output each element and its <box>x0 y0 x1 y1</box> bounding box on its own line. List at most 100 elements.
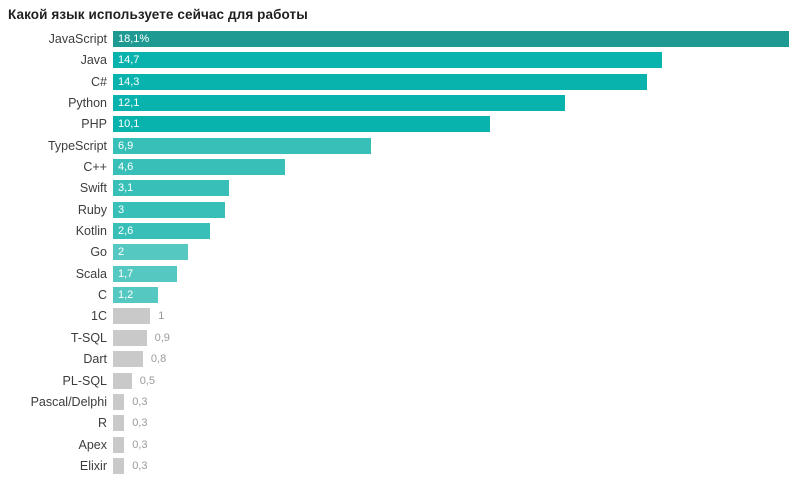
chart-rows: JavaScript 18,1% Java 14,7 C# 14,3 Pytho… <box>0 31 800 474</box>
category-label: R <box>97 416 107 431</box>
bar-track: 14,7 <box>113 52 800 69</box>
chart-row: C 1,2 <box>0 287 800 304</box>
chart-row: C++ 4,6 <box>0 159 800 176</box>
category-label: C <box>97 288 107 303</box>
category-label: Go <box>90 245 107 260</box>
bar: 18,1% <box>113 31 789 47</box>
chart-row: Python 12,1 <box>0 95 800 112</box>
chart-row: Ruby 3 <box>0 201 800 218</box>
bar-value-outside: 1 <box>158 310 165 323</box>
category-label: Scala <box>75 266 107 281</box>
bar: 6,9 <box>113 137 371 154</box>
chart-row: R 0,3 <box>0 415 800 432</box>
bar-value-outside: 0,8 <box>150 353 167 366</box>
category-label: Kotlin <box>75 224 107 239</box>
bar-value: 18,1% <box>118 33 150 45</box>
bar-value-outside: 0,5 <box>139 374 155 387</box>
bar <box>113 436 125 453</box>
bar <box>113 457 125 474</box>
chart-row: JavaScript 18,1% <box>0 31 800 47</box>
bar <box>113 415 125 432</box>
chart-row: Swift 3,1 <box>0 180 800 197</box>
chart-row: Pascal/Delphi 0,3 <box>0 393 800 410</box>
category-label: PHP <box>81 117 107 132</box>
bar-track: 0,5 <box>113 372 800 389</box>
chart-row: Dart 0,8 <box>0 351 800 368</box>
chart-row: T-SQL 0,9 <box>0 329 800 346</box>
chart-row: C# 14,3 <box>0 73 800 90</box>
bar-track: 0,3 <box>113 457 800 474</box>
bar-track: 1 <box>113 308 800 325</box>
category-label: Elixir <box>79 458 107 473</box>
bar: 1,7 <box>113 265 177 282</box>
bar-track: 1,7 <box>113 265 800 282</box>
bar-value: 14,7 <box>118 54 140 67</box>
bar-track: 0,8 <box>113 351 800 368</box>
bar-track: 3,1 <box>113 180 800 197</box>
category-label: Apex <box>78 437 108 452</box>
bar-value-outside: 0,3 <box>132 459 148 472</box>
bar: 2,6 <box>113 223 211 240</box>
category-label: 1C <box>91 309 107 324</box>
bar-track: 2 <box>113 244 800 261</box>
chart-row: Apex 0,3 <box>0 436 800 453</box>
bar: 2 <box>113 244 188 261</box>
bar-value: 3,1 <box>118 182 134 195</box>
bar-value: 12,1 <box>118 97 140 110</box>
bar-value: 10,1 <box>118 118 140 131</box>
chart-row: PHP 10,1 <box>0 116 800 133</box>
category-label: C# <box>91 74 107 89</box>
category-label: Java <box>80 53 107 68</box>
bar <box>113 308 151 325</box>
bar-value: 1,7 <box>118 267 134 280</box>
bar: 3,1 <box>113 180 229 197</box>
bar <box>113 351 143 368</box>
chart-row: PL-SQL 0,5 <box>0 372 800 389</box>
bar: 10,1 <box>113 116 491 133</box>
bar-track: 1,2 <box>113 287 800 304</box>
category-label: TypeScript <box>47 138 107 153</box>
bar-track: 10,1 <box>113 116 800 133</box>
bar: 14,3 <box>113 73 648 90</box>
chart-row: Go 2 <box>0 244 800 261</box>
bar-track: 18,1% <box>113 31 800 47</box>
bar-track: 0,3 <box>113 393 800 410</box>
bar <box>113 372 132 389</box>
bar: 4,6 <box>113 159 285 176</box>
bar <box>113 393 125 410</box>
bar: 3 <box>113 201 225 218</box>
category-label: Pascal/Delphi <box>30 394 107 409</box>
bar-value-outside: 0,3 <box>132 395 148 408</box>
category-label: Swift <box>79 181 107 196</box>
chart-row: Scala 1,7 <box>0 265 800 282</box>
bar-track: 3 <box>113 201 800 218</box>
bar <box>113 329 147 346</box>
bar-value: 14,3 <box>118 75 140 88</box>
bar-track: 0,3 <box>113 436 800 453</box>
bar-value: 4,6 <box>118 161 134 174</box>
bar-track: 0,9 <box>113 329 800 346</box>
bar-value-outside: 0,3 <box>132 417 148 430</box>
bar: 12,1 <box>113 95 565 112</box>
bar-track: 0,3 <box>113 415 800 432</box>
bar-value: 1,2 <box>118 289 134 302</box>
chart-row: TypeScript 6,9 <box>0 137 800 154</box>
category-label: Ruby <box>77 202 107 217</box>
bar-track: 6,9 <box>113 137 800 154</box>
chart-title: Какой язык используете сейчас для работы <box>8 7 308 22</box>
bar-value: 2,6 <box>118 225 134 238</box>
chart-row: Java 14,7 <box>0 52 800 69</box>
bar-value-outside: 0,3 <box>132 438 148 451</box>
chart-row: Elixir 0,3 <box>0 457 800 474</box>
category-label: C++ <box>83 160 107 175</box>
bar: 1,2 <box>113 287 158 304</box>
bar-track: 12,1 <box>113 95 800 112</box>
category-label: JavaScript <box>48 32 107 46</box>
chart-row: Kotlin 2,6 <box>0 223 800 240</box>
category-label: Dart <box>83 352 107 367</box>
bar-value: 6,9 <box>118 139 134 152</box>
chart-row: 1C 1 <box>0 308 800 325</box>
bar-track: 4,6 <box>113 159 800 176</box>
category-label: T-SQL <box>70 330 107 345</box>
